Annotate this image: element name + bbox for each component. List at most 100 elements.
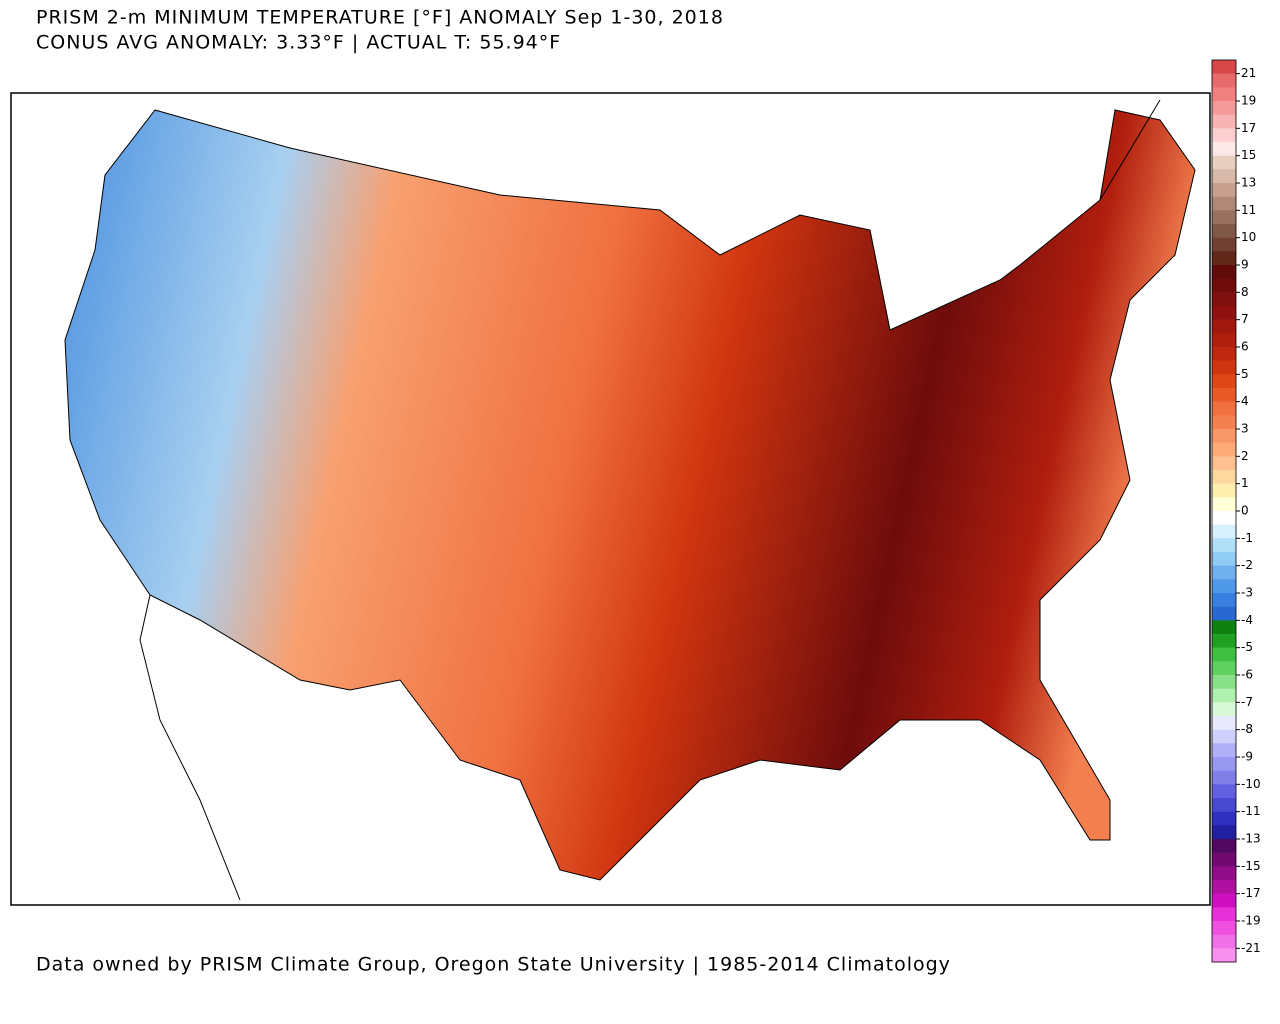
colorbar-label: 10 (1241, 230, 1256, 244)
colorbar-label: 8 (1241, 285, 1249, 299)
colorbar-swatch (1212, 839, 1236, 853)
colorbar-swatch (1212, 893, 1236, 908)
colorbar-swatch (1212, 483, 1236, 498)
colorbar-swatch (1212, 688, 1236, 703)
colorbar-swatch (1212, 306, 1236, 320)
colorbar-label: 1 (1241, 476, 1249, 490)
colorbar-swatch (1212, 415, 1236, 430)
colorbar-swatch (1212, 101, 1236, 115)
colorbar-swatch (1212, 661, 1236, 676)
colorbar-swatch (1212, 210, 1236, 225)
colorbar-label: -3 (1241, 586, 1253, 600)
colorbar-swatch (1212, 852, 1236, 867)
colorbar-label: -19 (1241, 914, 1261, 928)
colorbar-label: -13 (1241, 832, 1261, 846)
colorbar-swatch (1212, 606, 1236, 621)
colorbar-swatch (1212, 647, 1236, 662)
colorbar-label: -10 (1241, 777, 1261, 791)
colorbar-swatch (1212, 442, 1236, 457)
colorbar-label: -9 (1241, 750, 1253, 764)
colorbar-swatch (1212, 716, 1236, 730)
colorbar-swatch (1212, 360, 1236, 375)
colorbar-swatch (1212, 319, 1236, 334)
colorbar-swatch (1212, 251, 1236, 266)
colorbar-swatch (1212, 87, 1236, 102)
colorbar-label: -21 (1241, 941, 1261, 955)
colorbar-swatch (1212, 948, 1236, 963)
colorbar-swatch (1212, 224, 1236, 238)
colorbar-swatch (1212, 770, 1236, 785)
colorbar-label: 21 (1241, 66, 1256, 80)
colorbar-swatch (1212, 237, 1236, 252)
colorbar-label: 4 (1241, 394, 1249, 408)
colorbar-swatch (1212, 374, 1236, 389)
colorbar-swatch (1212, 524, 1236, 539)
canada-coast (1099, 99, 1161, 201)
colorbar-swatch (1212, 265, 1236, 279)
colorbar-swatch (1212, 880, 1236, 894)
colorbar-swatch (1212, 907, 1236, 922)
colorbar-swatch (1212, 155, 1236, 170)
colorbar-swatch (1212, 292, 1236, 307)
colorbar-swatch (1212, 579, 1236, 594)
colorbar-label: 6 (1241, 340, 1249, 354)
colorbar-swatch (1212, 565, 1236, 580)
colorbar-swatch (1212, 497, 1236, 512)
colorbar-swatch (1212, 114, 1236, 129)
colorbar-swatch (1212, 757, 1236, 771)
colorbar-label: -6 (1241, 668, 1253, 682)
colorbar-swatch (1212, 921, 1236, 935)
colorbar-label: -1 (1241, 531, 1253, 545)
colorbar-label: 13 (1241, 176, 1256, 190)
colorbar-label: -4 (1241, 613, 1253, 627)
colorbar-swatch (1212, 538, 1236, 553)
colorbar-swatch (1212, 593, 1236, 607)
colorbar-swatch (1212, 634, 1236, 648)
colorbar-swatch (1212, 470, 1236, 484)
colorbar-swatch (1212, 702, 1236, 717)
colorbar-label: -5 (1241, 640, 1253, 654)
colorbar-swatch (1212, 196, 1236, 211)
colorbar-label: -8 (1241, 722, 1253, 736)
colorbar-swatch (1212, 798, 1236, 812)
colorbar-swatch (1212, 169, 1236, 184)
colorbar-label: 17 (1241, 121, 1256, 135)
colorbar-swatch (1212, 811, 1236, 826)
colorbar-label: 7 (1241, 312, 1249, 326)
colorbar-swatch (1212, 866, 1236, 881)
colorbar-label: -15 (1241, 859, 1261, 873)
colorbar-label: 2 (1241, 449, 1249, 463)
colorbar-swatch (1212, 142, 1236, 156)
conus-anomaly-field (64, 109, 1196, 881)
colorbar-swatch (1212, 456, 1236, 471)
colorbar-swatch (1212, 729, 1236, 744)
colorbar-swatch (1212, 60, 1236, 74)
colorbar-swatch (1212, 73, 1236, 88)
colorbar-swatch (1212, 429, 1236, 443)
colorbar-label: 19 (1241, 94, 1256, 108)
colorbar-label: -17 (1241, 886, 1261, 900)
colorbar-label: 0 (1241, 504, 1249, 518)
colorbar-label: -2 (1241, 558, 1253, 572)
colorbar-swatch (1212, 347, 1236, 361)
colorbar-label: 5 (1241, 367, 1249, 381)
colorbar-swatch (1212, 743, 1236, 758)
colorbar-swatch (1212, 388, 1236, 402)
colorbar: 211917151311109876543210-1-2-3-4-5-6-7-8… (1211, 59, 1261, 963)
colorbar-label: 11 (1241, 203, 1256, 217)
colorbar-label: 3 (1241, 422, 1249, 436)
colorbar-swatch (1212, 784, 1236, 799)
colorbar-label: 15 (1241, 148, 1256, 162)
mexico-outline (139, 594, 241, 901)
colorbar-swatch (1212, 183, 1236, 197)
footer-credit: Data owned by PRISM Climate Group, Orego… (36, 954, 951, 976)
colorbar-swatch (1212, 278, 1236, 293)
colorbar-label: 9 (1241, 258, 1249, 272)
colorbar-label: -7 (1241, 695, 1253, 709)
colorbar-swatch (1212, 620, 1236, 635)
colorbar-swatch (1212, 401, 1236, 416)
colorbar-label: -11 (1241, 804, 1261, 818)
colorbar-swatch (1212, 333, 1236, 348)
map-subtitle: CONUS AVG ANOMALY: 3.33°F | ACTUAL T: 55… (36, 32, 561, 54)
